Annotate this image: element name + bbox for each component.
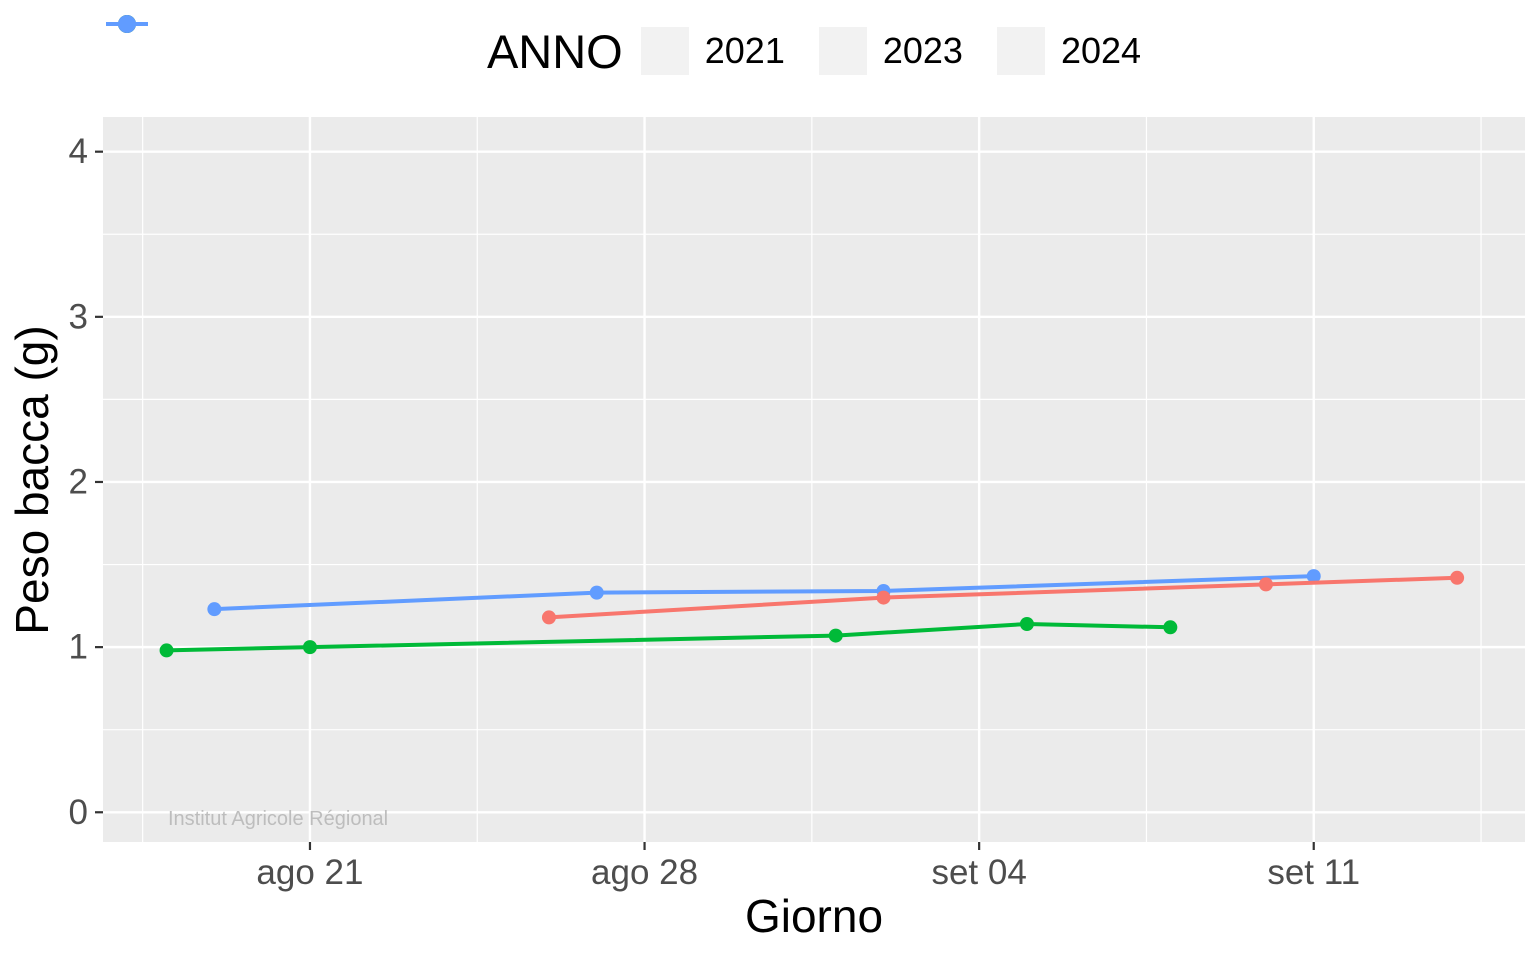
data-point-2021-set-02[interactable] [876,590,891,605]
y-tick-label: 2 [69,462,88,501]
y-tick-label: 0 [69,793,88,832]
legend-item-2024[interactable]: 2024 [106,15,1142,75]
x-tick-label: set 04 [931,853,1026,892]
y-tick-label: 3 [69,297,88,336]
legend-label-2024: 2024 [1060,30,1142,71]
series-line-2024 [214,574,1314,612]
axis-layer: ago 21 ago 28 set 04 set 11 0 1 2 3 4 [69,132,1361,892]
legend-key-2023 [106,15,867,75]
data-point-2023-set-08[interactable] [1163,620,1178,635]
x-tick-label: ago 21 [256,853,363,892]
data-point-2021-set-10[interactable] [1258,577,1273,592]
x-tick-label: ago 28 [591,853,698,892]
legend-key-2024 [106,15,1045,75]
data-point-2023-set-05[interactable] [1019,617,1034,632]
data-point-2023-set-01[interactable] [828,628,843,643]
legend-title: ANNO [486,24,623,78]
data-point-2023-ago-21[interactable] [302,640,317,655]
series-layer [159,569,1465,658]
panel-background [103,117,1525,842]
data-point-2021-set-14[interactable] [1450,570,1465,585]
data-point-2021-ago-26[interactable] [541,610,556,625]
watermark-text: Institut Agricole Régional [168,808,388,830]
x-tick-label: set 11 [1267,853,1360,892]
data-point-2024-set-11[interactable] [1306,569,1321,584]
legend-item-2023[interactable]: 2023 [106,15,963,75]
y-tick-label: 1 [69,628,88,667]
panel-layer [103,117,1525,842]
legend-key-2021 [106,15,689,75]
legend-items: 2021 2023 2024 [106,15,1142,75]
data-point-2024-ago-19[interactable] [207,602,222,617]
y-tick-label: 4 [69,132,88,171]
legend: ANNO 2021 2023 2024 [103,0,1525,102]
series-line-2021 [548,575,1458,620]
legend-item-2021[interactable]: 2021 [106,15,785,75]
legend-key-glyph-icon [106,15,148,33]
legend-key-dot-icon [118,15,136,33]
y-axis-title: Peso bacca (g) [6,325,58,634]
data-point-2024-ago-27[interactable] [589,585,604,600]
legend-label-2023: 2023 [882,30,963,71]
grid-layer [103,117,1525,842]
x-axis-title: Giorno [745,890,883,942]
data-point-2023-ago-18[interactable] [159,643,174,658]
legend-label-2021: 2021 [704,30,785,71]
